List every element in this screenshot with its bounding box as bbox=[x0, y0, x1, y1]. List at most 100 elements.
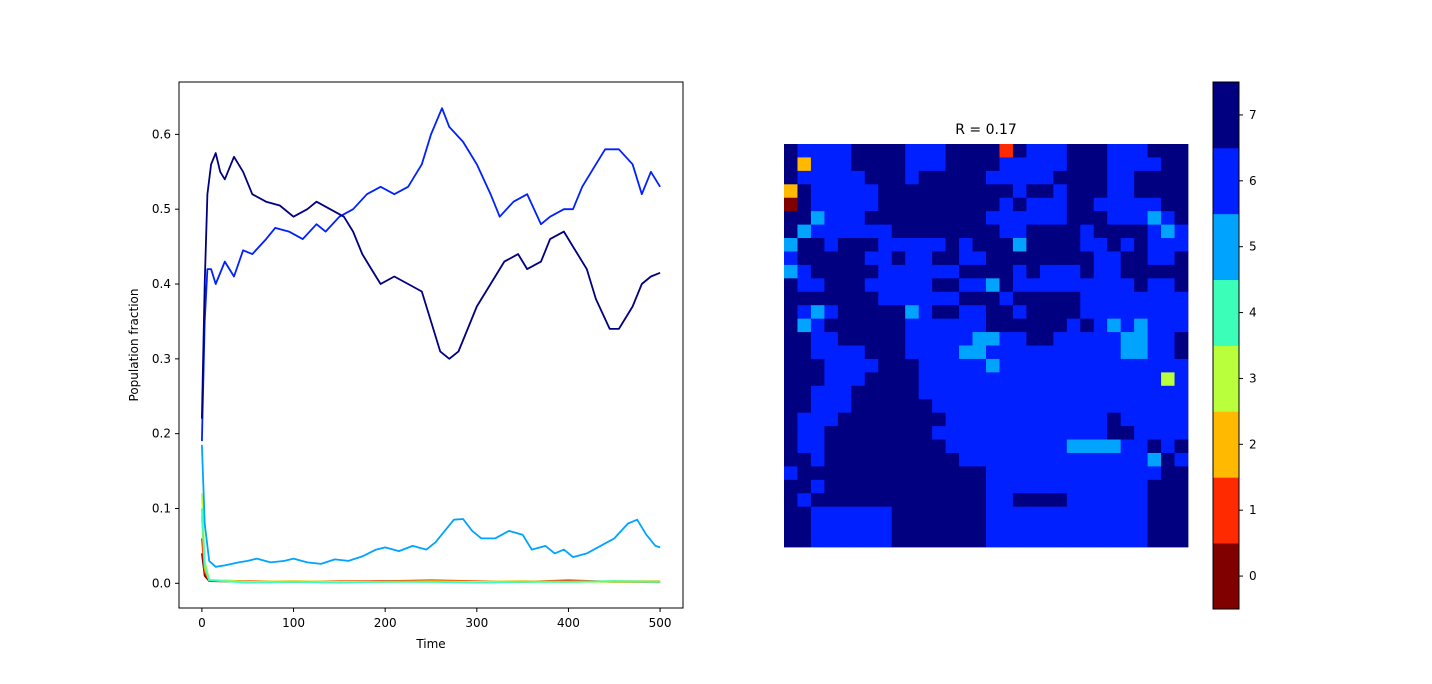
heatmap-cell bbox=[999, 305, 1014, 320]
heatmap-cell bbox=[851, 211, 866, 225]
heatmap-cell bbox=[824, 412, 839, 427]
heatmap-cell bbox=[1012, 251, 1027, 266]
heatmap-cell bbox=[999, 332, 1014, 346]
heatmap-cell bbox=[878, 466, 893, 481]
heatmap-cell bbox=[1066, 520, 1081, 534]
heatmap-cell bbox=[1120, 184, 1135, 199]
heatmap-cell bbox=[972, 291, 987, 306]
heatmap-cell bbox=[878, 506, 893, 521]
heatmap-cell bbox=[1039, 399, 1054, 414]
heatmap-cell bbox=[1080, 184, 1095, 199]
heatmap-cell bbox=[837, 264, 852, 279]
heatmap-cell bbox=[1012, 493, 1027, 508]
y-axis-ticks: 0.0 0.1 0.2 0.3 0.4 0.5 0.6 bbox=[152, 127, 179, 590]
heatmap-cell bbox=[1093, 372, 1108, 387]
heatmap-cell bbox=[1174, 211, 1189, 225]
heatmap-cell bbox=[1026, 372, 1041, 387]
heatmap-cell bbox=[837, 399, 852, 414]
heatmap-cell bbox=[851, 452, 866, 467]
heatmap-cell bbox=[972, 493, 987, 508]
heatmap-cell bbox=[918, 197, 933, 212]
heatmap-cell bbox=[878, 157, 893, 172]
heatmap-cell bbox=[1174, 345, 1189, 360]
heatmap-cell bbox=[905, 305, 920, 320]
heatmap-cell bbox=[918, 211, 933, 225]
heatmap-cell bbox=[891, 291, 906, 306]
heatmap-cell bbox=[945, 479, 960, 494]
heatmap-cell bbox=[784, 506, 798, 521]
heatmap-cell bbox=[1161, 479, 1175, 494]
heatmap-cell bbox=[1012, 224, 1027, 239]
heatmap-cell bbox=[945, 506, 960, 521]
heatmap-cell bbox=[1147, 533, 1162, 548]
heatmap-cell bbox=[1120, 291, 1135, 306]
heatmap-cell bbox=[837, 533, 852, 548]
heatmap-cell bbox=[1093, 211, 1108, 225]
heatmap-cell bbox=[810, 305, 825, 320]
heatmap-cell bbox=[932, 278, 946, 293]
heatmap-cell bbox=[1107, 291, 1122, 306]
heatmap-cell bbox=[905, 412, 920, 427]
heatmap-cell bbox=[1012, 264, 1027, 279]
heatmap-cell bbox=[1066, 533, 1081, 548]
heatmap-cell bbox=[851, 184, 866, 199]
heatmap-cell bbox=[1012, 452, 1027, 467]
heatmap-cell bbox=[824, 372, 839, 387]
heatmap-cell bbox=[932, 291, 946, 306]
heatmap-cell bbox=[797, 318, 812, 333]
heatmap-cell bbox=[810, 144, 825, 158]
heatmap-cell bbox=[1080, 224, 1095, 239]
heatmap-cell bbox=[999, 251, 1014, 266]
heatmap-cell bbox=[797, 520, 812, 534]
heatmap-cell bbox=[878, 211, 893, 225]
heatmap-cell bbox=[1161, 332, 1175, 346]
heatmap-cell bbox=[1161, 170, 1175, 185]
heatmap-cell bbox=[824, 211, 839, 225]
heatmap-cell bbox=[824, 479, 839, 494]
heatmap-cell bbox=[1093, 412, 1108, 427]
heatmap-cell bbox=[986, 144, 1000, 158]
heatmap-cell bbox=[1066, 224, 1081, 239]
heatmap-cell bbox=[1066, 332, 1081, 346]
heatmap-cell bbox=[1120, 170, 1135, 185]
heatmap-cell bbox=[1107, 184, 1122, 199]
heatmap-cell bbox=[891, 412, 906, 427]
heatmap-cell bbox=[1039, 305, 1054, 320]
heatmap-cell bbox=[999, 345, 1014, 360]
heatmap-cell bbox=[1053, 493, 1068, 508]
heatmap-cell bbox=[784, 305, 798, 320]
series-line-7 bbox=[201, 152, 661, 419]
heatmap-cell bbox=[1134, 278, 1148, 293]
heatmap-cell bbox=[1134, 318, 1148, 333]
heatmap-cell bbox=[1066, 412, 1081, 427]
heatmap-cell bbox=[797, 264, 812, 279]
heatmap-cell bbox=[891, 238, 906, 252]
heatmap-cell bbox=[784, 412, 798, 427]
heatmap-cell bbox=[824, 144, 839, 158]
heatmap-cell bbox=[1134, 157, 1148, 172]
heatmap-cell bbox=[1080, 278, 1095, 293]
heatmap-cell bbox=[932, 479, 946, 494]
heatmap-cell bbox=[959, 332, 973, 346]
heatmap-cell bbox=[891, 372, 906, 387]
heatmap-cell bbox=[1134, 439, 1148, 454]
heatmap-cell bbox=[1039, 426, 1054, 440]
heatmap-cell bbox=[810, 224, 825, 239]
heatmap-cell bbox=[972, 372, 987, 387]
heatmap-cell bbox=[1147, 345, 1162, 360]
heatmap-cell bbox=[1026, 264, 1041, 279]
heatmap-cell bbox=[784, 385, 798, 400]
heatmap-cell bbox=[945, 452, 960, 467]
heatmap-cell bbox=[1026, 506, 1041, 521]
heatmap-cell bbox=[999, 211, 1014, 225]
heatmap-cell bbox=[1039, 493, 1054, 508]
heatmap-cell bbox=[784, 291, 798, 306]
heatmap-cell bbox=[1080, 251, 1095, 266]
heatmap-cell bbox=[1080, 439, 1095, 454]
heatmap-cell bbox=[784, 251, 798, 266]
heatmap-cell bbox=[1012, 291, 1027, 306]
heatmap-cell bbox=[837, 318, 852, 333]
heatmap-cell bbox=[1080, 520, 1095, 534]
heatmap-cell bbox=[1120, 224, 1135, 239]
heatmap-cell bbox=[1093, 493, 1108, 508]
